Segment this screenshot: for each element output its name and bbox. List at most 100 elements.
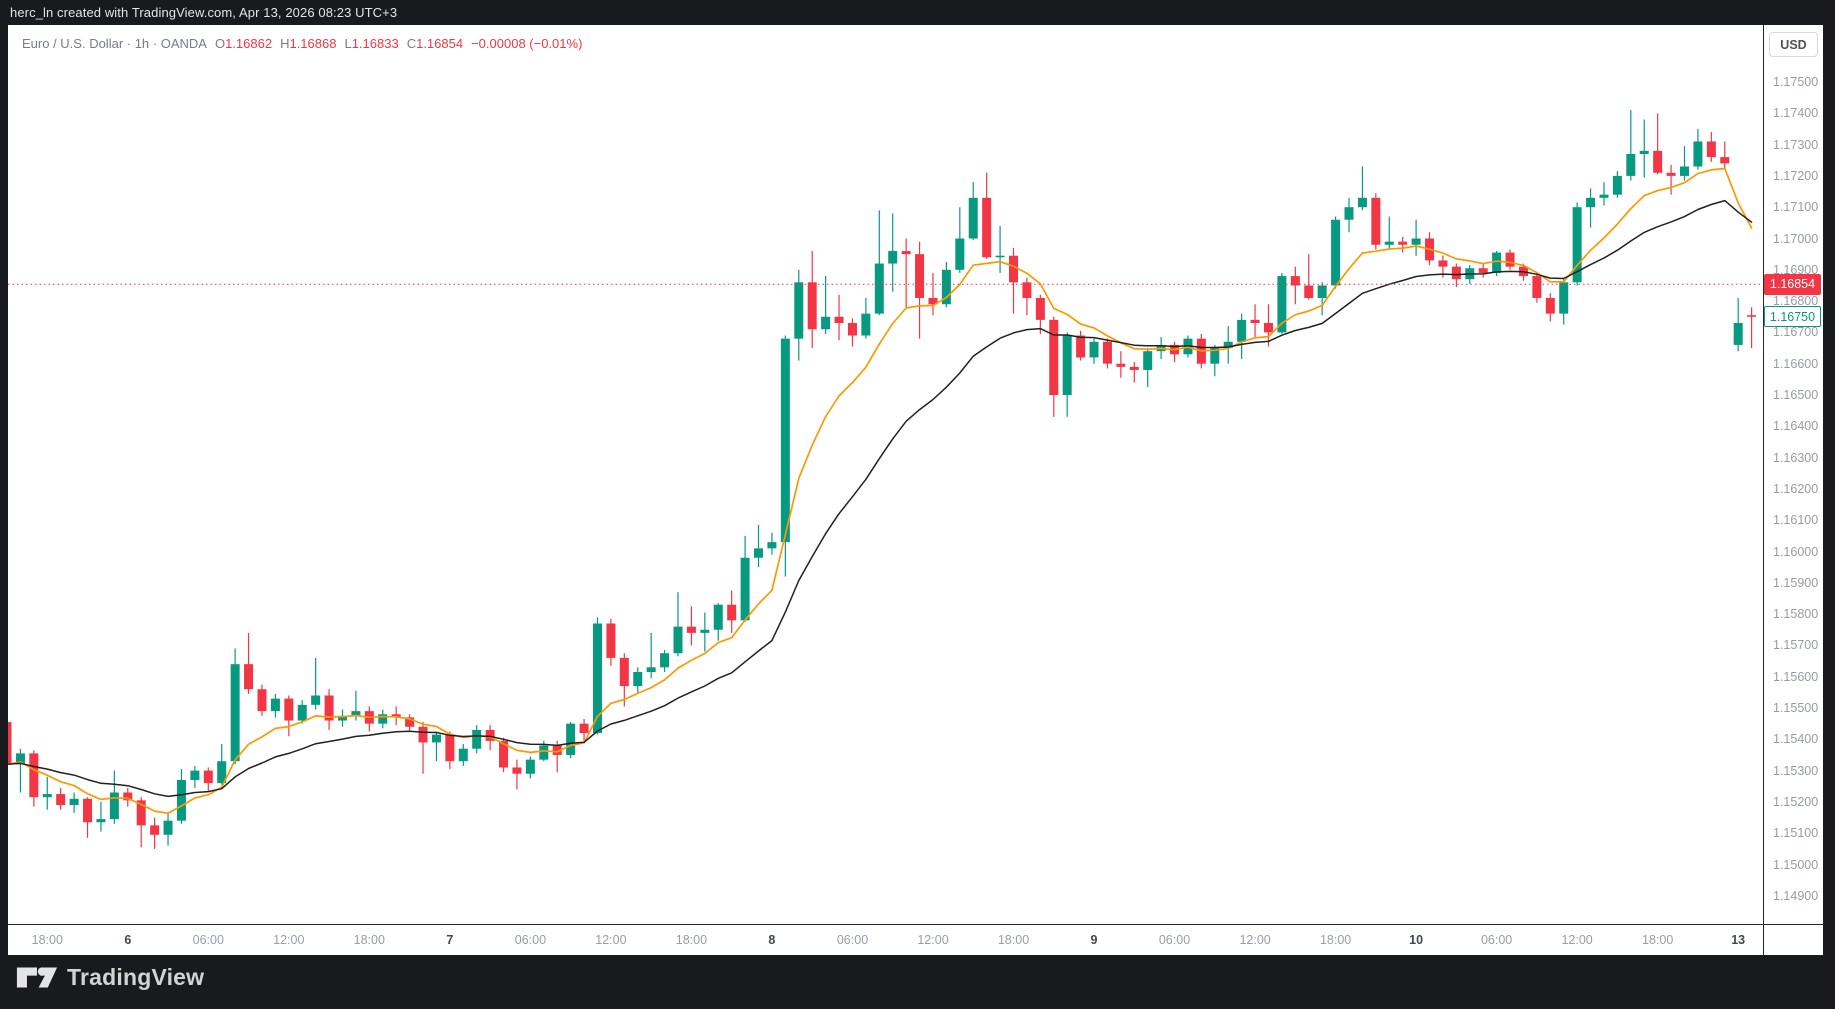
price-tick-label: 1.16000 <box>1773 544 1819 559</box>
candle <box>982 172 992 259</box>
change-value: −0.00008 (−0.01%) <box>471 35 583 51</box>
candle <box>123 787 133 807</box>
candle <box>230 648 240 765</box>
time-tick-label: 18:00 <box>353 933 385 947</box>
candle <box>244 632 254 694</box>
price-axis[interactable]: USD 1.17500 1.17400 1.17300 1.17200 1.17100 1… <box>1764 25 1823 955</box>
candle <box>405 714 415 732</box>
symbol-title: Euro / U.S. Dollar · 1h · OANDA <box>22 35 207 51</box>
candle <box>1304 254 1314 300</box>
time-axis[interactable]: 18:00 6 06:00 12:00 18:00 7 06:00 12:00 18:00 8 06… <box>8 925 1823 955</box>
candle <box>1626 110 1636 181</box>
price-tick-label: 1.15600 <box>1773 669 1819 684</box>
time-tick-label: 06:00 <box>836 933 869 947</box>
candle <box>1035 294 1045 334</box>
ohlc-low: L 1.16833 <box>344 35 399 51</box>
price-tick-label: 1.17500 <box>1773 75 1819 89</box>
tradingview-logo[interactable]: TradingView <box>16 964 204 991</box>
candle <box>1009 247 1018 314</box>
candle <box>418 722 428 774</box>
price-tick-label: 1.16200 <box>1773 481 1819 496</box>
candle <box>660 650 670 673</box>
time-tick-label: 18:00 <box>1319 933 1352 947</box>
candle <box>566 722 576 759</box>
time-tick-label: 06:00 <box>192 933 224 947</box>
candle <box>83 797 93 838</box>
time-tick-label: 18:00 <box>997 933 1030 947</box>
price-tick-label: 1.16700 <box>1773 325 1819 340</box>
candle <box>1411 219 1421 256</box>
candle <box>1586 188 1596 228</box>
candle <box>324 689 334 730</box>
candle <box>673 592 683 657</box>
time-tick-label: 18:00 <box>675 933 708 947</box>
candle <box>1102 338 1112 369</box>
candle <box>592 617 602 735</box>
candle <box>1049 316 1059 417</box>
last-price-badge: 1.16854 <box>1764 273 1821 295</box>
candlestick-plot[interactable] <box>8 25 1763 924</box>
candle <box>579 718 589 741</box>
candle <box>1223 326 1233 364</box>
candle <box>1129 362 1139 383</box>
price-tick-label: 1.17200 <box>1773 168 1819 183</box>
candle <box>740 535 750 622</box>
candle <box>1706 132 1716 162</box>
candle <box>767 532 777 555</box>
candle <box>1747 307 1757 349</box>
candle <box>512 759 522 790</box>
time-tick-label: 18:00 <box>1642 933 1674 947</box>
time-tick-label: 12:00 <box>1239 933 1271 947</box>
candle <box>1344 197 1354 233</box>
candle <box>807 251 817 349</box>
candle <box>1250 304 1260 339</box>
candle <box>1733 297 1743 352</box>
price-tick-label: 1.15700 <box>1773 638 1819 653</box>
candle <box>1317 282 1327 316</box>
candle <box>1089 338 1099 364</box>
time-tick-day-label: 8 <box>768 933 776 947</box>
candle <box>1384 216 1394 250</box>
price-tick-label: 1.17100 <box>1773 200 1819 215</box>
time-tick-day-label: 13 <box>1731 933 1746 947</box>
candle <box>150 817 160 849</box>
price-tick-label: 1.16500 <box>1773 388 1819 402</box>
candle <box>888 213 898 292</box>
candle <box>727 590 737 633</box>
price-tick-label: 1.15200 <box>1773 794 1819 809</box>
price-tick-label: 1.15400 <box>1773 732 1819 747</box>
candle <box>834 294 844 341</box>
candle <box>1545 293 1555 322</box>
price-tick-label: 1.17300 <box>1773 137 1819 152</box>
candle <box>378 709 388 729</box>
candle <box>1680 146 1689 181</box>
time-axis-separator <box>8 924 1823 925</box>
candle <box>338 709 347 727</box>
candle <box>96 801 106 832</box>
candle <box>1116 351 1126 378</box>
candle <box>297 700 307 724</box>
price-tick-label: 1.17400 <box>1773 106 1819 121</box>
candle <box>847 318 857 347</box>
candle <box>754 524 764 568</box>
candle <box>391 706 401 726</box>
tradingview-logo-icon <box>16 967 58 988</box>
candle <box>1612 171 1622 198</box>
candle <box>780 335 790 577</box>
candle <box>29 750 39 807</box>
candle <box>1559 279 1569 325</box>
currency-button[interactable]: USD <box>1769 32 1818 57</box>
candle <box>700 612 710 652</box>
time-tick-day-label: 10 <box>1409 933 1424 947</box>
candle <box>364 706 374 732</box>
price-tick-label: 1.15900 <box>1773 575 1819 590</box>
candle <box>794 269 804 361</box>
candle <box>1277 272 1287 334</box>
time-tick-day-label: 6 <box>124 933 132 947</box>
candle <box>1263 304 1273 347</box>
candle <box>928 272 938 316</box>
candle <box>15 748 25 793</box>
candle <box>1143 348 1153 388</box>
time-tick-day-label: 7 <box>446 933 454 947</box>
